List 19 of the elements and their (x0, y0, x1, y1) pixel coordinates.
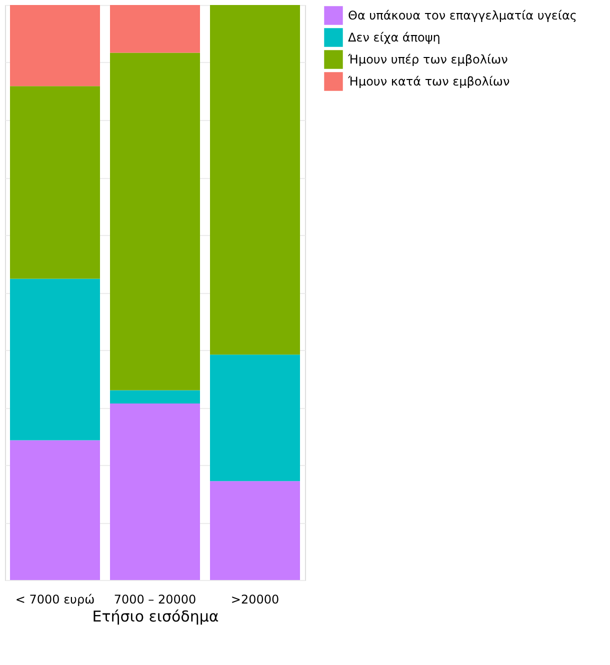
legend-label: Ήμουν κατά των εμβολίων (347, 74, 510, 88)
bar (110, 5, 200, 53)
bar (10, 278, 100, 440)
bar (210, 481, 300, 580)
bar (210, 354, 300, 482)
bar (110, 390, 200, 404)
x-tick-label: >20000 (230, 592, 280, 606)
bar (10, 440, 100, 580)
bar (110, 403, 200, 580)
bar (10, 5, 100, 86)
x-axis-title: Ετήσιο εισόδημα (92, 608, 219, 626)
bar (210, 5, 300, 355)
bar (110, 52, 200, 390)
legend-label: Ήμουν υπέρ των εμβολίων (347, 52, 508, 66)
x-tick-label: < 7000 ευρώ (15, 592, 95, 606)
legend-label: Θα υπάκουα τον επαγγελματία υγείας (348, 8, 577, 22)
bar (10, 86, 100, 279)
legend-label: Δεν είχα άποψη (348, 30, 440, 44)
x-tick-label: 7000 – 20000 (114, 592, 196, 606)
